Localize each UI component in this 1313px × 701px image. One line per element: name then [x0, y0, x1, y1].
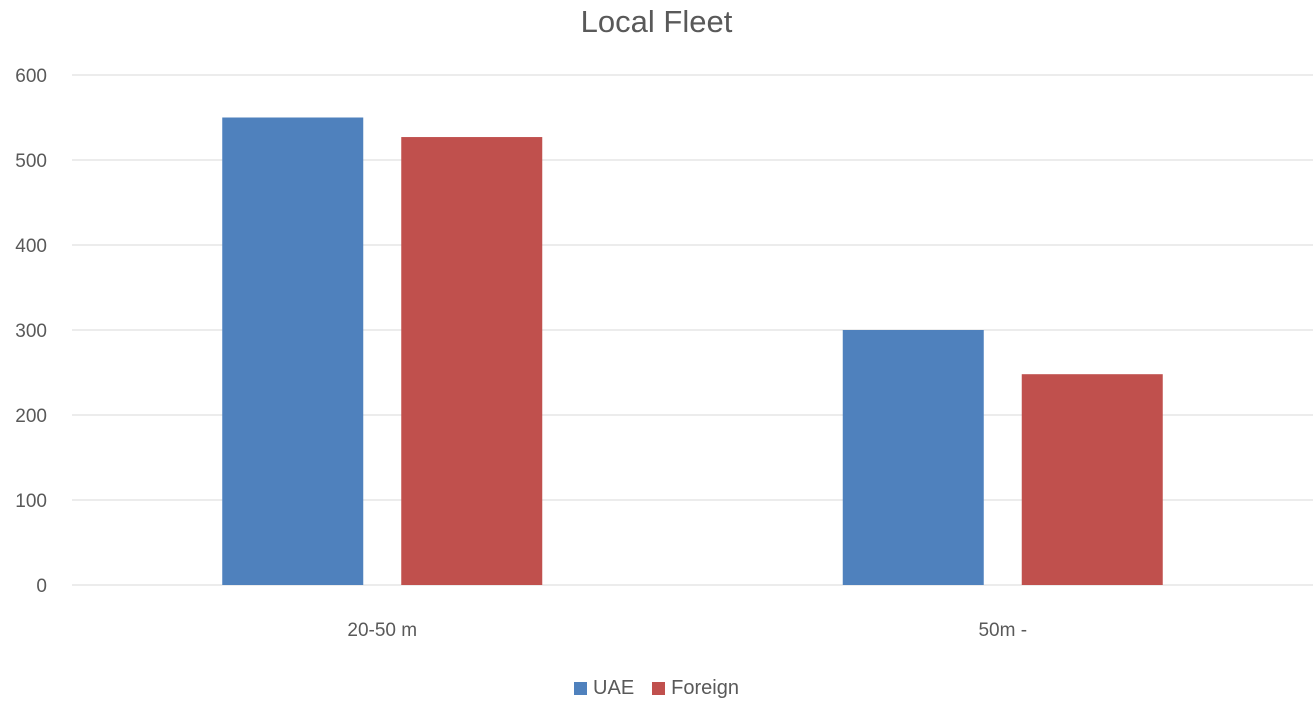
x-tick-label: 20-50 m [347, 620, 417, 641]
y-tick-label: 600 [15, 66, 47, 87]
legend-label-uae: UAE [593, 677, 635, 699]
chart-title: Local Fleet [580, 4, 733, 39]
legend-swatch-foreign [652, 682, 666, 695]
bar-uae-1 [222, 117, 364, 585]
y-tick-label: 400 [15, 236, 47, 257]
y-tick-label: 0 [36, 576, 47, 597]
legend-swatch-uae [574, 682, 588, 695]
legend-item-foreign: Foreign [652, 677, 739, 700]
bar-uae-2 [842, 330, 984, 585]
y-tick-label: 100 [15, 491, 47, 512]
x-axis-tick-labels: 20-50 m 50m - [347, 620, 1027, 641]
x-tick-label: 50m - [978, 620, 1027, 641]
bar-foreign-1 [401, 137, 543, 586]
y-tick-label: 300 [15, 321, 47, 342]
y-tick-label: 500 [15, 151, 47, 172]
bar-foreign-2 [1021, 374, 1163, 585]
legend: UAE Foreign [0, 677, 1313, 700]
y-axis-tick-labels: 0 100 200 300 400 500 600 [15, 66, 47, 597]
bars [222, 117, 1163, 586]
y-tick-label: 200 [15, 406, 47, 427]
legend-item-uae: UAE [574, 677, 634, 700]
legend-label-foreign: Foreign [671, 677, 739, 699]
